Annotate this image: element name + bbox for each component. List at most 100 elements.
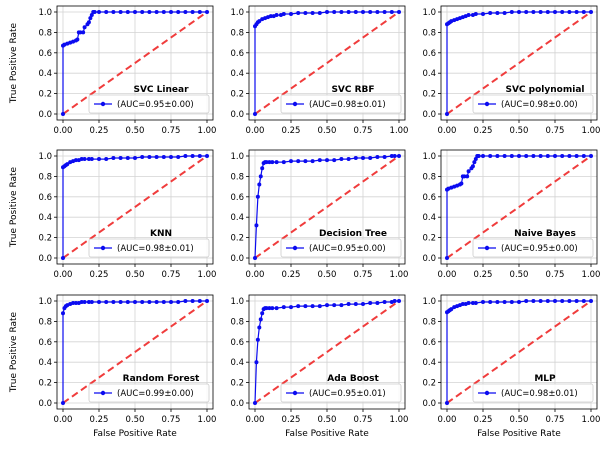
chart-title: Decision Tree [319, 229, 387, 239]
roc-point [89, 300, 94, 305]
roc-point [267, 160, 272, 165]
legend-box [280, 238, 402, 258]
x-tick-label: 0.25 [90, 415, 109, 425]
roc-point [488, 154, 493, 158]
legend: (AUC=0.95±0.01) [280, 383, 402, 403]
roc-point [274, 306, 279, 311]
roc-point [361, 156, 365, 161]
roc-point [589, 10, 593, 14]
roc-point [253, 401, 257, 405]
roc-point [257, 325, 262, 330]
chance-line [62, 155, 208, 259]
roc-point [361, 10, 365, 14]
roc-point [176, 155, 181, 160]
y-tick-label: 0.2 [230, 90, 244, 100]
legend-label: (AUC=0.98±0.01) [117, 244, 194, 254]
roc-point [289, 159, 293, 164]
roc-point [325, 303, 329, 308]
x-axis-label: False Positive Rate [93, 429, 177, 439]
roc-point [574, 154, 579, 158]
legend-label: (AUC=0.95±0.00) [309, 244, 386, 254]
x-tick-label: 1.00 [390, 126, 409, 136]
roc-point [88, 16, 93, 21]
y-tick-label: 0.8 [422, 172, 436, 182]
roc-point [281, 160, 286, 165]
roc-point [445, 256, 449, 260]
y-tick-label: 0.0 [38, 399, 52, 409]
roc-point [581, 154, 586, 158]
chance-line [254, 11, 400, 115]
chart-title: Naive Bayes [514, 229, 576, 239]
roc-point [567, 154, 572, 158]
roc-point [509, 10, 514, 14]
roc-point [346, 10, 351, 14]
y-tick-label: 1.0 [230, 152, 244, 162]
roc-point [470, 301, 475, 306]
legend-box [88, 383, 210, 403]
roc-point [517, 154, 521, 158]
legend: (AUC=0.98±0.01) [88, 238, 210, 258]
chance-line [254, 300, 400, 404]
roc-point [481, 12, 485, 17]
roc-point [73, 158, 78, 163]
x-tick-label: 0.00 [246, 270, 265, 280]
roc-point [268, 14, 273, 19]
y-tick-label: 1.0 [230, 297, 244, 307]
legend-marker [100, 245, 106, 251]
roc-point [118, 156, 123, 161]
axes-frame [248, 149, 406, 265]
x-tick-label: 1.00 [198, 270, 217, 280]
roc-point [161, 155, 166, 160]
x-tick-label: 1.00 [390, 415, 409, 425]
roc-point [270, 160, 275, 165]
roc-point [353, 10, 358, 14]
roc-point [205, 154, 209, 158]
roc-panel: 0.00 0.25 0.50 0.75 1.00 0.0 0.2 0.4 0.6 0.8 1.0 (A… [9, 294, 216, 439]
roc-point [133, 156, 137, 161]
roc-point [169, 155, 173, 160]
x-tick-label: 0.00 [54, 415, 73, 425]
legend: (AUC=0.98±0.01) [472, 383, 594, 403]
roc-point [581, 10, 586, 14]
x-axis-label: False Positive Rate [477, 429, 561, 439]
roc-point [89, 13, 94, 18]
roc-point [82, 300, 87, 305]
y-tick-label: 1.0 [422, 8, 436, 18]
roc-point [488, 300, 493, 305]
roc-point [589, 299, 593, 303]
roc-point [531, 154, 536, 158]
roc-point [97, 10, 101, 14]
roc-point [472, 160, 477, 165]
legend-box [280, 94, 402, 114]
x-tick-label: 0.75 [354, 415, 373, 425]
roc-point [197, 10, 202, 14]
roc-point [524, 299, 529, 303]
x-tick-label: 0.25 [474, 415, 493, 425]
chart-title: SVC Linear [133, 85, 189, 95]
roc-point [545, 299, 550, 303]
roc-point [161, 300, 166, 305]
x-tick-label: 0.50 [126, 126, 145, 136]
roc-point [397, 299, 401, 303]
roc-point [111, 300, 116, 305]
y-tick-label: 0.2 [38, 234, 52, 244]
y-tick-label: 0.6 [422, 338, 436, 348]
x-tick-label: 0.75 [354, 126, 373, 136]
roc-point [71, 301, 76, 306]
roc-point [154, 155, 159, 160]
chance-line [62, 300, 208, 404]
roc-point [205, 299, 209, 303]
roc-point [97, 157, 101, 162]
roc-point [274, 13, 279, 18]
y-tick-label: 0.0 [38, 110, 52, 120]
roc-point [332, 303, 337, 308]
roc-point [339, 303, 344, 308]
roc-point [495, 300, 500, 305]
axes-frame [56, 149, 214, 265]
roc-point [169, 300, 173, 305]
roc-point [183, 10, 188, 14]
y-tick-label: 0.8 [422, 28, 436, 38]
roc-panel: 0.00 0.25 0.50 0.75 1.00 0.0 0.2 0.4 0.6 0.8 1.0 (A… [230, 149, 408, 280]
roc-point [140, 10, 145, 14]
roc-panel: 0.00 0.25 0.50 0.75 1.00 0.0 0.2 0.4 0.6 0.8 1.0 (A… [9, 5, 216, 136]
